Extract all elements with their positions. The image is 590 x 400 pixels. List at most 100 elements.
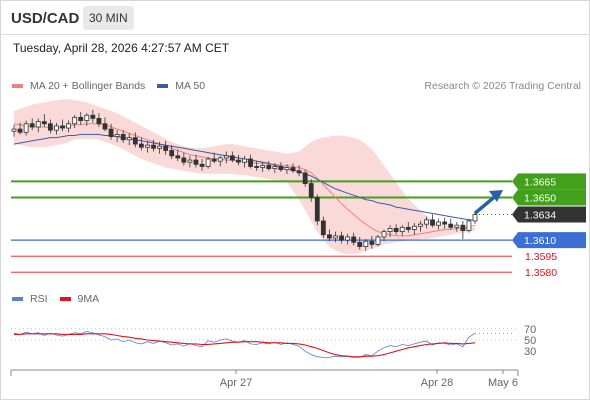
candle bbox=[11, 124, 17, 137]
ma20-swatch bbox=[12, 84, 23, 88]
ma50-swatch bbox=[157, 84, 169, 88]
bollinger-band-area bbox=[14, 99, 475, 254]
candle bbox=[29, 118, 35, 131]
candle-body-down bbox=[442, 221, 448, 225]
candle bbox=[442, 217, 448, 229]
candle-body-down bbox=[175, 155, 181, 159]
rsi-line bbox=[13, 331, 476, 358]
candle bbox=[460, 220, 466, 240]
level-label-box bbox=[512, 206, 586, 223]
level-label-text: 1.3580 bbox=[525, 267, 557, 279]
level-label-box bbox=[512, 189, 586, 206]
candle-body-down bbox=[29, 123, 35, 128]
price-levels bbox=[11, 180, 512, 273]
9ma-swatch bbox=[59, 297, 71, 301]
candle bbox=[424, 216, 429, 229]
arrow-head bbox=[489, 189, 503, 202]
candle bbox=[102, 117, 108, 132]
candle-body-up bbox=[284, 167, 290, 171]
candle-body-up bbox=[223, 155, 229, 159]
candle-body-down bbox=[393, 228, 399, 233]
candle-body-down bbox=[357, 241, 363, 247]
candle-body-down bbox=[430, 219, 435, 226]
candle bbox=[205, 156, 211, 169]
candle-body-down bbox=[229, 155, 235, 161]
candle-body-down bbox=[460, 224, 466, 231]
candle-body-down bbox=[199, 163, 205, 167]
candle-body-up bbox=[363, 240, 369, 247]
candle-body-down bbox=[405, 226, 411, 230]
candle bbox=[138, 137, 144, 151]
candle bbox=[405, 222, 411, 233]
candle bbox=[302, 169, 308, 187]
candle-body-down bbox=[120, 134, 126, 141]
candle bbox=[333, 231, 338, 243]
bollinger-bands bbox=[14, 99, 475, 254]
candle-body-up bbox=[242, 158, 247, 163]
candle bbox=[60, 119, 65, 132]
candle bbox=[163, 140, 169, 155]
candle-body-down bbox=[369, 240, 375, 245]
timestamp: Tuesday, April 28, 2026 4:27:57 AM CET bbox=[13, 41, 230, 55]
candle bbox=[466, 218, 472, 233]
candle bbox=[157, 141, 162, 154]
candle bbox=[399, 225, 405, 236]
candle-body-up bbox=[399, 226, 405, 233]
candle-body-down bbox=[60, 125, 65, 129]
candle-body-down bbox=[138, 143, 144, 148]
candle-body-down bbox=[266, 165, 272, 170]
candle bbox=[151, 139, 156, 152]
candle-body-down bbox=[78, 116, 84, 121]
rsi-tick-label: 30 bbox=[524, 346, 536, 358]
candle-body-down bbox=[102, 123, 108, 130]
candle bbox=[272, 163, 278, 173]
interval-badge[interactable]: 30 MIN bbox=[83, 6, 134, 30]
level-label-support: 1.3595 bbox=[525, 251, 557, 263]
legend-9ma: 9MA bbox=[59, 293, 99, 305]
candle-body-down bbox=[351, 236, 357, 243]
candle bbox=[357, 236, 363, 250]
candle-body-up bbox=[205, 158, 211, 167]
x-tick-label: Apr 28 bbox=[421, 377, 453, 389]
legend-ma20-label: MA 20 + Bollinger Bands bbox=[30, 80, 146, 92]
candle-body-down bbox=[193, 159, 199, 165]
candle-body-down bbox=[132, 137, 138, 145]
level-label-box bbox=[512, 232, 586, 249]
candle bbox=[369, 235, 375, 249]
candle bbox=[308, 179, 314, 202]
candle bbox=[66, 120, 71, 133]
candle-body-up bbox=[272, 166, 278, 170]
candle bbox=[472, 212, 478, 225]
candle-body-up bbox=[126, 137, 132, 141]
candle-body-up bbox=[375, 236, 381, 245]
candle bbox=[72, 115, 78, 129]
candle-body-down bbox=[181, 157, 187, 163]
candle-body-up bbox=[345, 236, 351, 241]
candle bbox=[327, 229, 332, 242]
candle-body-up bbox=[411, 225, 417, 230]
candle-body-up bbox=[466, 220, 472, 231]
candle bbox=[236, 154, 241, 166]
candle bbox=[132, 132, 138, 148]
candle bbox=[254, 161, 260, 171]
level-label-text: 1.3634 bbox=[524, 210, 556, 222]
candle-body-up bbox=[217, 157, 223, 162]
candle bbox=[181, 152, 187, 166]
candle bbox=[84, 113, 90, 126]
candle bbox=[35, 118, 41, 133]
candle-body-down bbox=[339, 235, 344, 241]
candle-body-up bbox=[145, 144, 150, 148]
candle-body-up bbox=[84, 114, 90, 121]
candle-body-down bbox=[296, 170, 302, 174]
candle-body-down bbox=[236, 159, 241, 163]
candle bbox=[145, 140, 150, 153]
candle bbox=[387, 225, 393, 237]
candle-body-down bbox=[327, 234, 332, 239]
candle-body-up bbox=[418, 223, 423, 227]
candle bbox=[381, 229, 387, 242]
candle bbox=[199, 159, 205, 171]
candle bbox=[41, 114, 47, 127]
level-label-support: 1.3580 bbox=[525, 267, 557, 279]
